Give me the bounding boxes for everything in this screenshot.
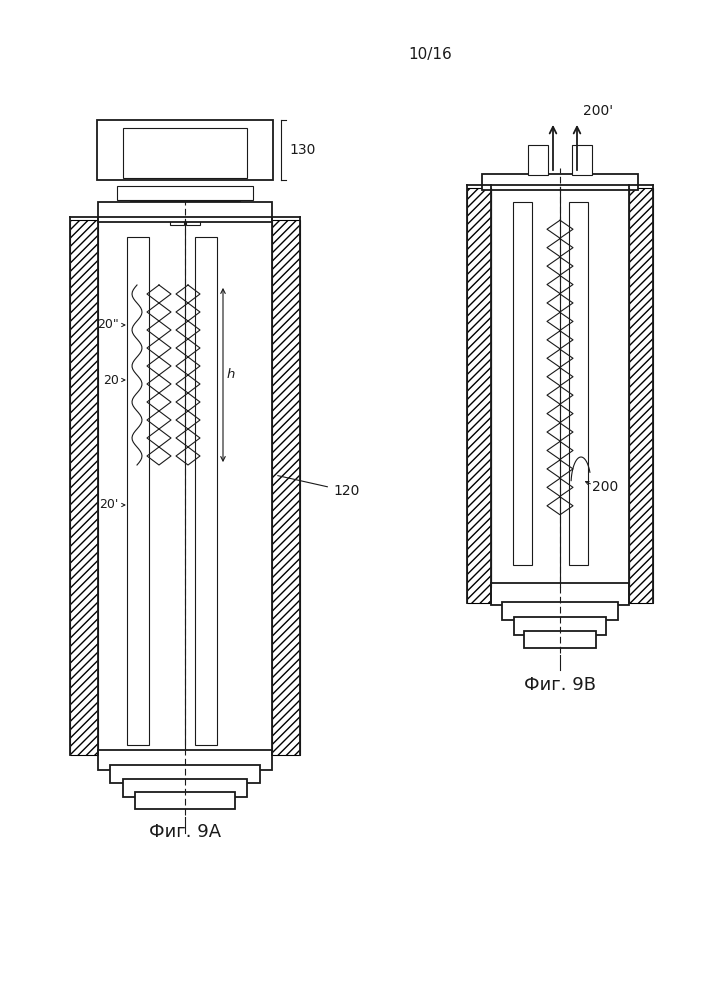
Bar (70, 220, 98, 755)
Bar (130, 201, 240, 212)
Text: Фиг. 9В: Фиг. 9В (524, 676, 596, 694)
Bar (186, 211, 200, 225)
Bar (98, 750, 272, 770)
Bar (467, 188, 491, 603)
Text: 20: 20 (103, 373, 119, 386)
Text: 200': 200' (583, 104, 613, 118)
Bar (572, 145, 592, 175)
Text: 20": 20" (98, 318, 119, 332)
Bar (123, 128, 247, 178)
Bar (97, 120, 273, 180)
Text: h: h (227, 368, 235, 381)
Bar (491, 190, 629, 587)
Text: 20': 20' (100, 498, 119, 512)
Bar (491, 583, 629, 605)
Bar (195, 237, 217, 745)
Bar (110, 765, 260, 783)
Text: 130: 130 (289, 143, 315, 157)
Bar (170, 211, 184, 225)
Bar (135, 792, 235, 809)
Text: 10/16: 10/16 (408, 47, 452, 62)
Bar (272, 220, 300, 755)
Bar (127, 237, 149, 745)
Bar (629, 188, 653, 603)
Bar (514, 617, 606, 635)
Bar (524, 631, 596, 648)
Bar (98, 235, 272, 750)
Text: Фиг. 9А: Фиг. 9А (149, 823, 221, 841)
Bar (117, 186, 253, 200)
Text: 200: 200 (592, 480, 618, 494)
Bar (482, 174, 638, 190)
Text: 120: 120 (278, 476, 359, 498)
Bar (569, 202, 588, 565)
Bar (528, 145, 548, 175)
Bar (123, 779, 247, 797)
Bar (502, 602, 618, 620)
Bar (513, 202, 532, 565)
Bar (98, 202, 272, 222)
